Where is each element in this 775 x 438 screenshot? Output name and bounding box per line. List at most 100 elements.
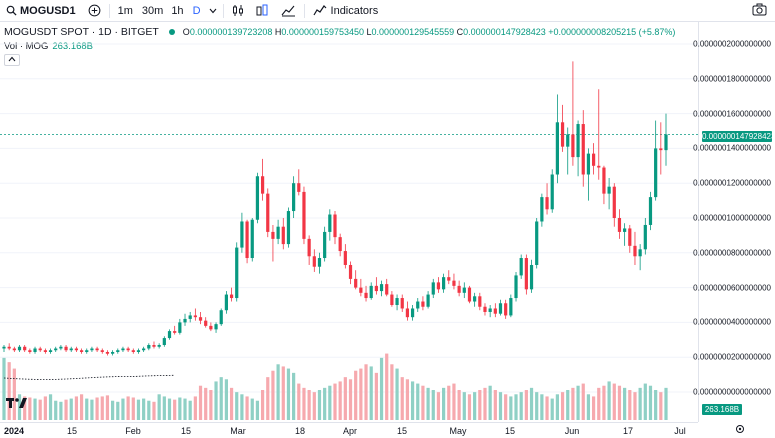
candle-body xyxy=(266,193,270,232)
volume-bar xyxy=(545,396,549,420)
top-toolbar: MOGUSD1 1m 30m 1h D Indicators xyxy=(0,0,775,22)
area-chart-icon xyxy=(281,5,295,17)
volume-bar xyxy=(540,394,544,420)
current-volume-label: 263.168B xyxy=(702,404,742,415)
candle xyxy=(354,270,358,290)
volume-bar xyxy=(204,387,208,420)
volume-bar xyxy=(576,385,580,420)
bar-style-button[interactable] xyxy=(226,0,250,22)
candle-body xyxy=(659,148,663,151)
candle xyxy=(452,273,456,290)
candle-body xyxy=(126,348,130,351)
candle xyxy=(33,346,37,354)
screenshot-button[interactable] xyxy=(752,3,767,19)
candle xyxy=(550,169,554,213)
price-axis-label: 0.0000001400000000 xyxy=(693,143,771,153)
candle xyxy=(38,346,42,352)
interval-1h[interactable]: 1h xyxy=(166,0,188,22)
candle xyxy=(566,127,570,175)
volume-bar xyxy=(560,392,565,420)
candle-body xyxy=(509,298,513,316)
candle-body xyxy=(410,308,415,318)
candle xyxy=(255,172,260,224)
volume-bar xyxy=(255,400,260,420)
candle xyxy=(379,280,384,297)
volume-bar xyxy=(105,395,110,420)
close-key: C xyxy=(456,27,464,37)
candle-body xyxy=(421,301,425,307)
candle xyxy=(43,348,47,354)
candle xyxy=(307,235,311,265)
area-button[interactable] xyxy=(275,0,302,22)
candle-body xyxy=(250,219,254,259)
high-key: H xyxy=(274,27,282,37)
time-axis-label: Mar xyxy=(230,426,246,436)
change-value: +0.000000008205215 (+5.87%) xyxy=(548,27,676,37)
volume-bar xyxy=(364,364,368,420)
volume-bar xyxy=(157,394,161,420)
volume-bar xyxy=(359,368,363,420)
volume-bar xyxy=(638,387,642,420)
volume-bar xyxy=(95,397,99,420)
chevron-down-icon xyxy=(209,8,216,13)
candle xyxy=(586,148,591,201)
candle-body xyxy=(260,176,265,194)
candle xyxy=(69,346,73,352)
tradingview-logo[interactable] xyxy=(6,396,28,414)
candle xyxy=(250,218,254,262)
interval-d[interactable]: D xyxy=(189,0,205,22)
volume-bar xyxy=(131,397,135,420)
symbol-search[interactable]: MOGUSD1 xyxy=(0,0,82,22)
settings-button[interactable] xyxy=(735,424,745,437)
volume-bar xyxy=(643,383,647,420)
volume-legend[interactable]: Vol · MOG 263.168B xyxy=(4,41,93,52)
candle-body xyxy=(519,258,523,276)
candle xyxy=(183,313,187,326)
volume-bar xyxy=(447,385,451,420)
candle-body xyxy=(364,292,368,299)
volume-bar xyxy=(126,396,130,420)
candle xyxy=(514,271,518,302)
candle-body xyxy=(105,351,110,354)
candle xyxy=(581,110,585,187)
series-title[interactable]: MOGUSDT SPOT · 1D · BITGET xyxy=(4,26,159,38)
indicators-button[interactable]: Indicators xyxy=(307,0,385,22)
candle-body xyxy=(312,256,316,267)
bars-button[interactable] xyxy=(250,0,275,22)
interval-dropdown[interactable] xyxy=(205,0,221,22)
price-axis[interactable]: 0.0000002000000000 0.0000001800000000 0.00… xyxy=(693,22,775,422)
candle xyxy=(488,305,492,318)
price-axis-label: 0.0000000200000000 xyxy=(693,352,771,362)
candle-body xyxy=(235,247,239,299)
candle-body xyxy=(576,124,580,158)
candle xyxy=(664,113,668,166)
interval-30m[interactable]: 30m xyxy=(139,0,166,22)
candle-body xyxy=(79,350,84,352)
candle xyxy=(167,329,172,340)
volume-bar xyxy=(483,387,487,420)
candle-body xyxy=(121,348,125,351)
candle-body xyxy=(566,134,570,147)
volume-bar xyxy=(410,381,415,420)
volume-bar xyxy=(323,387,327,420)
volume-bar xyxy=(633,392,637,420)
volume-bar xyxy=(529,387,534,420)
candle xyxy=(643,218,647,255)
time-axis[interactable]: 2024 15 Feb 15 Mar 18 Apr 15 May 15 Jun 17 Jul xyxy=(0,422,698,438)
volume-bar xyxy=(452,383,456,420)
candle xyxy=(198,311,203,325)
candle-body xyxy=(188,315,192,319)
compare-button[interactable] xyxy=(82,0,107,22)
volume-bar xyxy=(571,387,575,420)
chart-canvas[interactable] xyxy=(0,22,698,422)
chevron-up-icon xyxy=(8,56,16,62)
candle xyxy=(540,193,544,227)
candle xyxy=(654,120,658,201)
volume-bar xyxy=(2,357,6,420)
volume-bar xyxy=(266,377,270,420)
collapse-legend-button[interactable] xyxy=(4,54,20,66)
interval-1m[interactable]: 1m xyxy=(112,0,139,22)
volume-bar xyxy=(240,394,244,420)
candle-body xyxy=(452,280,456,286)
candle-body xyxy=(69,348,73,351)
